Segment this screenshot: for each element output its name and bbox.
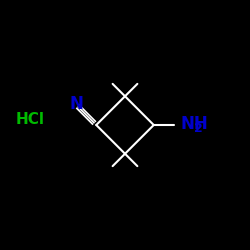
Text: HCl: HCl [16,112,44,128]
Text: 2: 2 [194,122,203,135]
Text: NH: NH [180,115,208,133]
Text: N: N [70,95,84,113]
